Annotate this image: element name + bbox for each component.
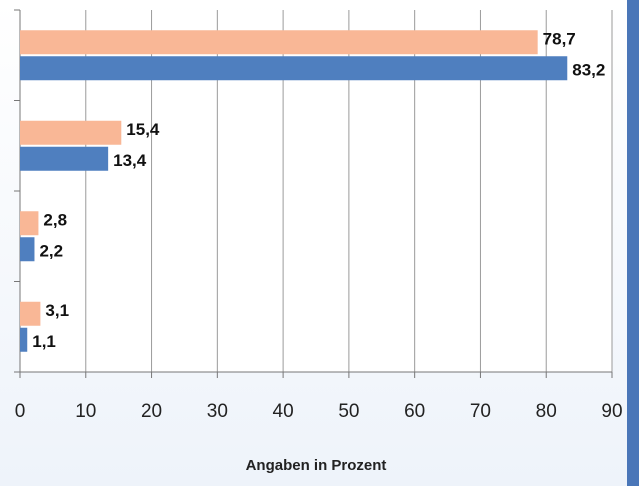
x-tick-label: 90 — [601, 401, 622, 422]
bar — [20, 56, 568, 81]
value-label: 15,4 — [126, 120, 160, 139]
x-tick-label: 80 — [536, 401, 557, 422]
x-tick-label: 50 — [338, 401, 359, 422]
x-tick-label: 40 — [273, 401, 294, 422]
value-label: 13,4 — [113, 151, 147, 170]
value-label: 83,2 — [572, 61, 605, 80]
x-tick-label: 20 — [141, 401, 162, 422]
value-label: 3,1 — [45, 301, 69, 320]
bar — [20, 237, 35, 262]
x-axis-label: Angaben in Prozent — [246, 457, 387, 474]
bar — [20, 211, 39, 236]
frame-edge — [627, 0, 639, 486]
x-tick-label: 0 — [15, 401, 26, 422]
bar — [20, 327, 28, 352]
value-label: 2,8 — [43, 211, 67, 230]
x-tick-label: 70 — [470, 401, 491, 422]
bar — [20, 301, 41, 326]
x-tick-label: 60 — [404, 401, 425, 422]
bar — [20, 120, 122, 145]
x-tick-label: 10 — [75, 401, 96, 422]
value-label: 1,1 — [32, 332, 56, 351]
value-label: 2,2 — [39, 242, 63, 261]
x-tick-label: 30 — [207, 401, 228, 422]
bar — [20, 30, 538, 55]
value-label: 78,7 — [543, 30, 576, 49]
bar — [20, 146, 109, 171]
